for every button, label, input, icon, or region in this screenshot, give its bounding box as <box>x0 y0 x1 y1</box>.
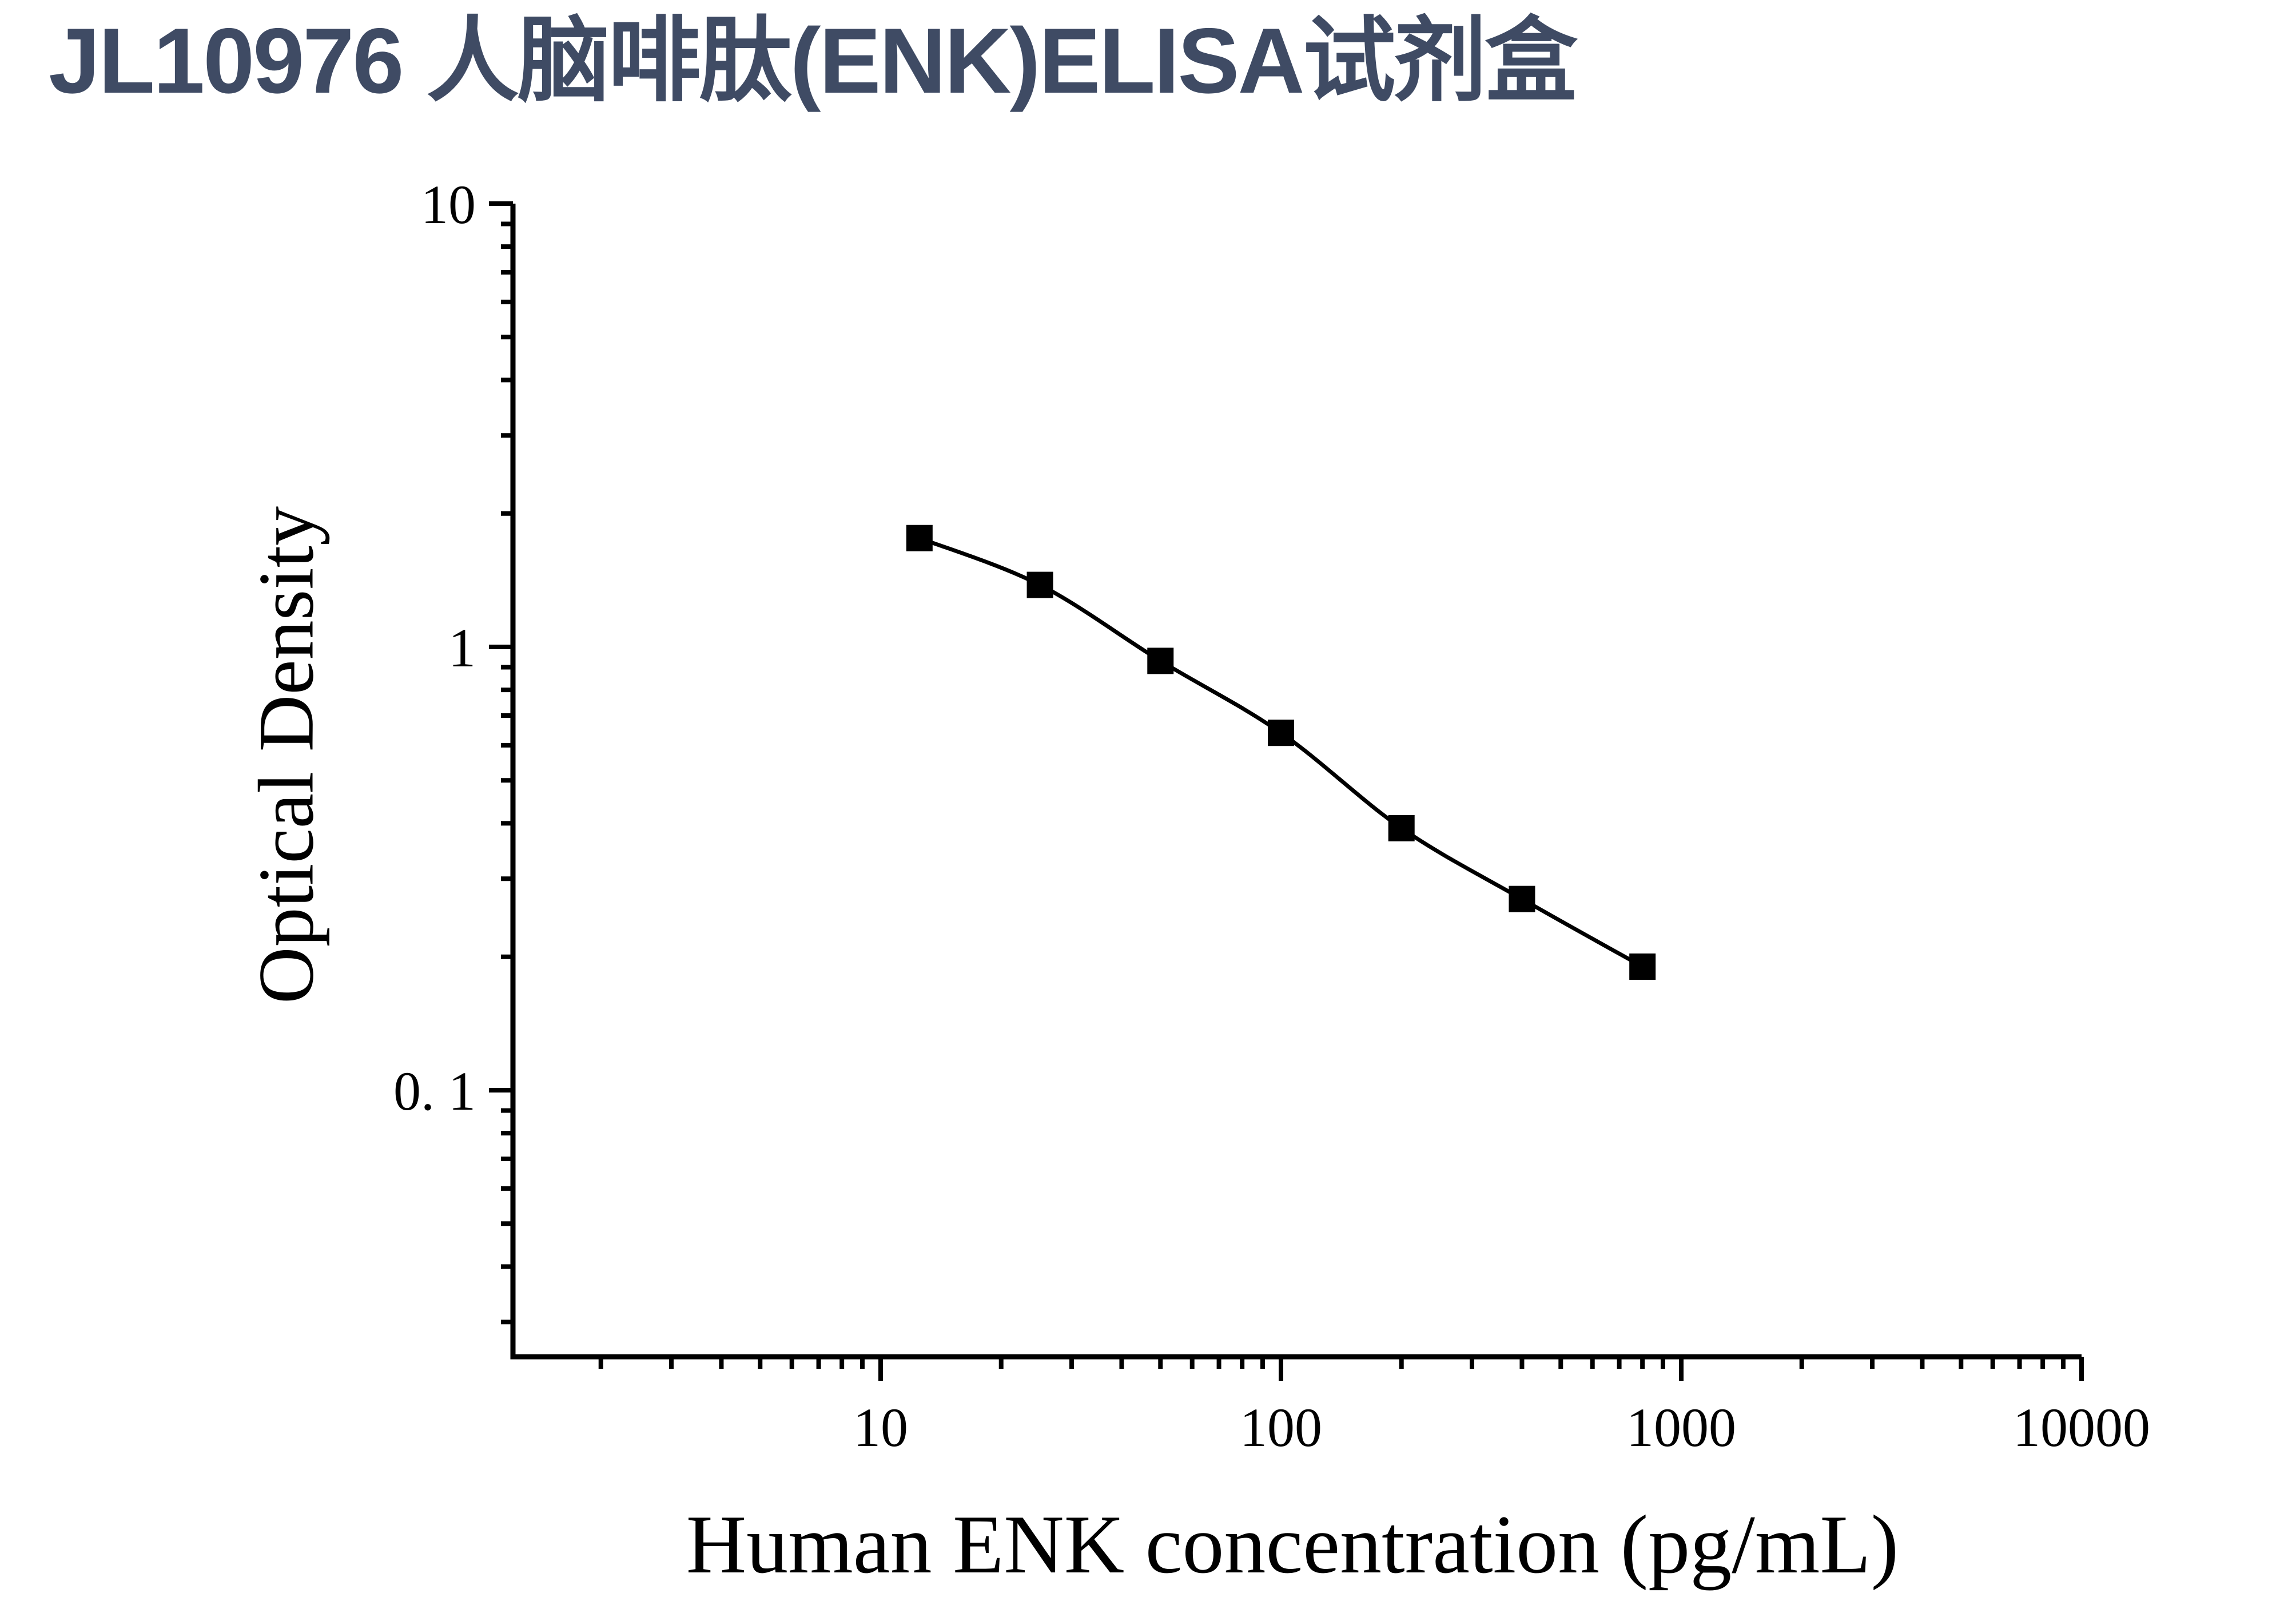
data-point-marker <box>906 525 933 551</box>
y-tick-label: 10 <box>421 174 476 235</box>
y-tick-label: 1 <box>448 617 476 678</box>
x-tick-label: 10 <box>853 1397 908 1458</box>
y-tick-label: 0. 1 <box>393 1060 476 1122</box>
data-point-marker <box>1509 885 1535 912</box>
data-point-marker <box>1629 953 1656 980</box>
x-tick-label: 1000 <box>1626 1397 1736 1458</box>
data-point-marker <box>1147 647 1174 674</box>
chart-title: JL10976 人脑啡肽(ENK)ELISA试剂盒 <box>49 9 1578 113</box>
y-axis-title: Optical Density <box>242 506 330 1004</box>
x-axis-title: Human ENK concentration (pg/mL) <box>686 1498 1899 1591</box>
data-point-marker <box>1026 571 1053 598</box>
data-point-marker <box>1268 720 1294 746</box>
x-tick-label: 100 <box>1240 1397 1322 1458</box>
data-point-marker <box>1388 815 1415 841</box>
x-tick-label: 10000 <box>2013 1397 2150 1458</box>
